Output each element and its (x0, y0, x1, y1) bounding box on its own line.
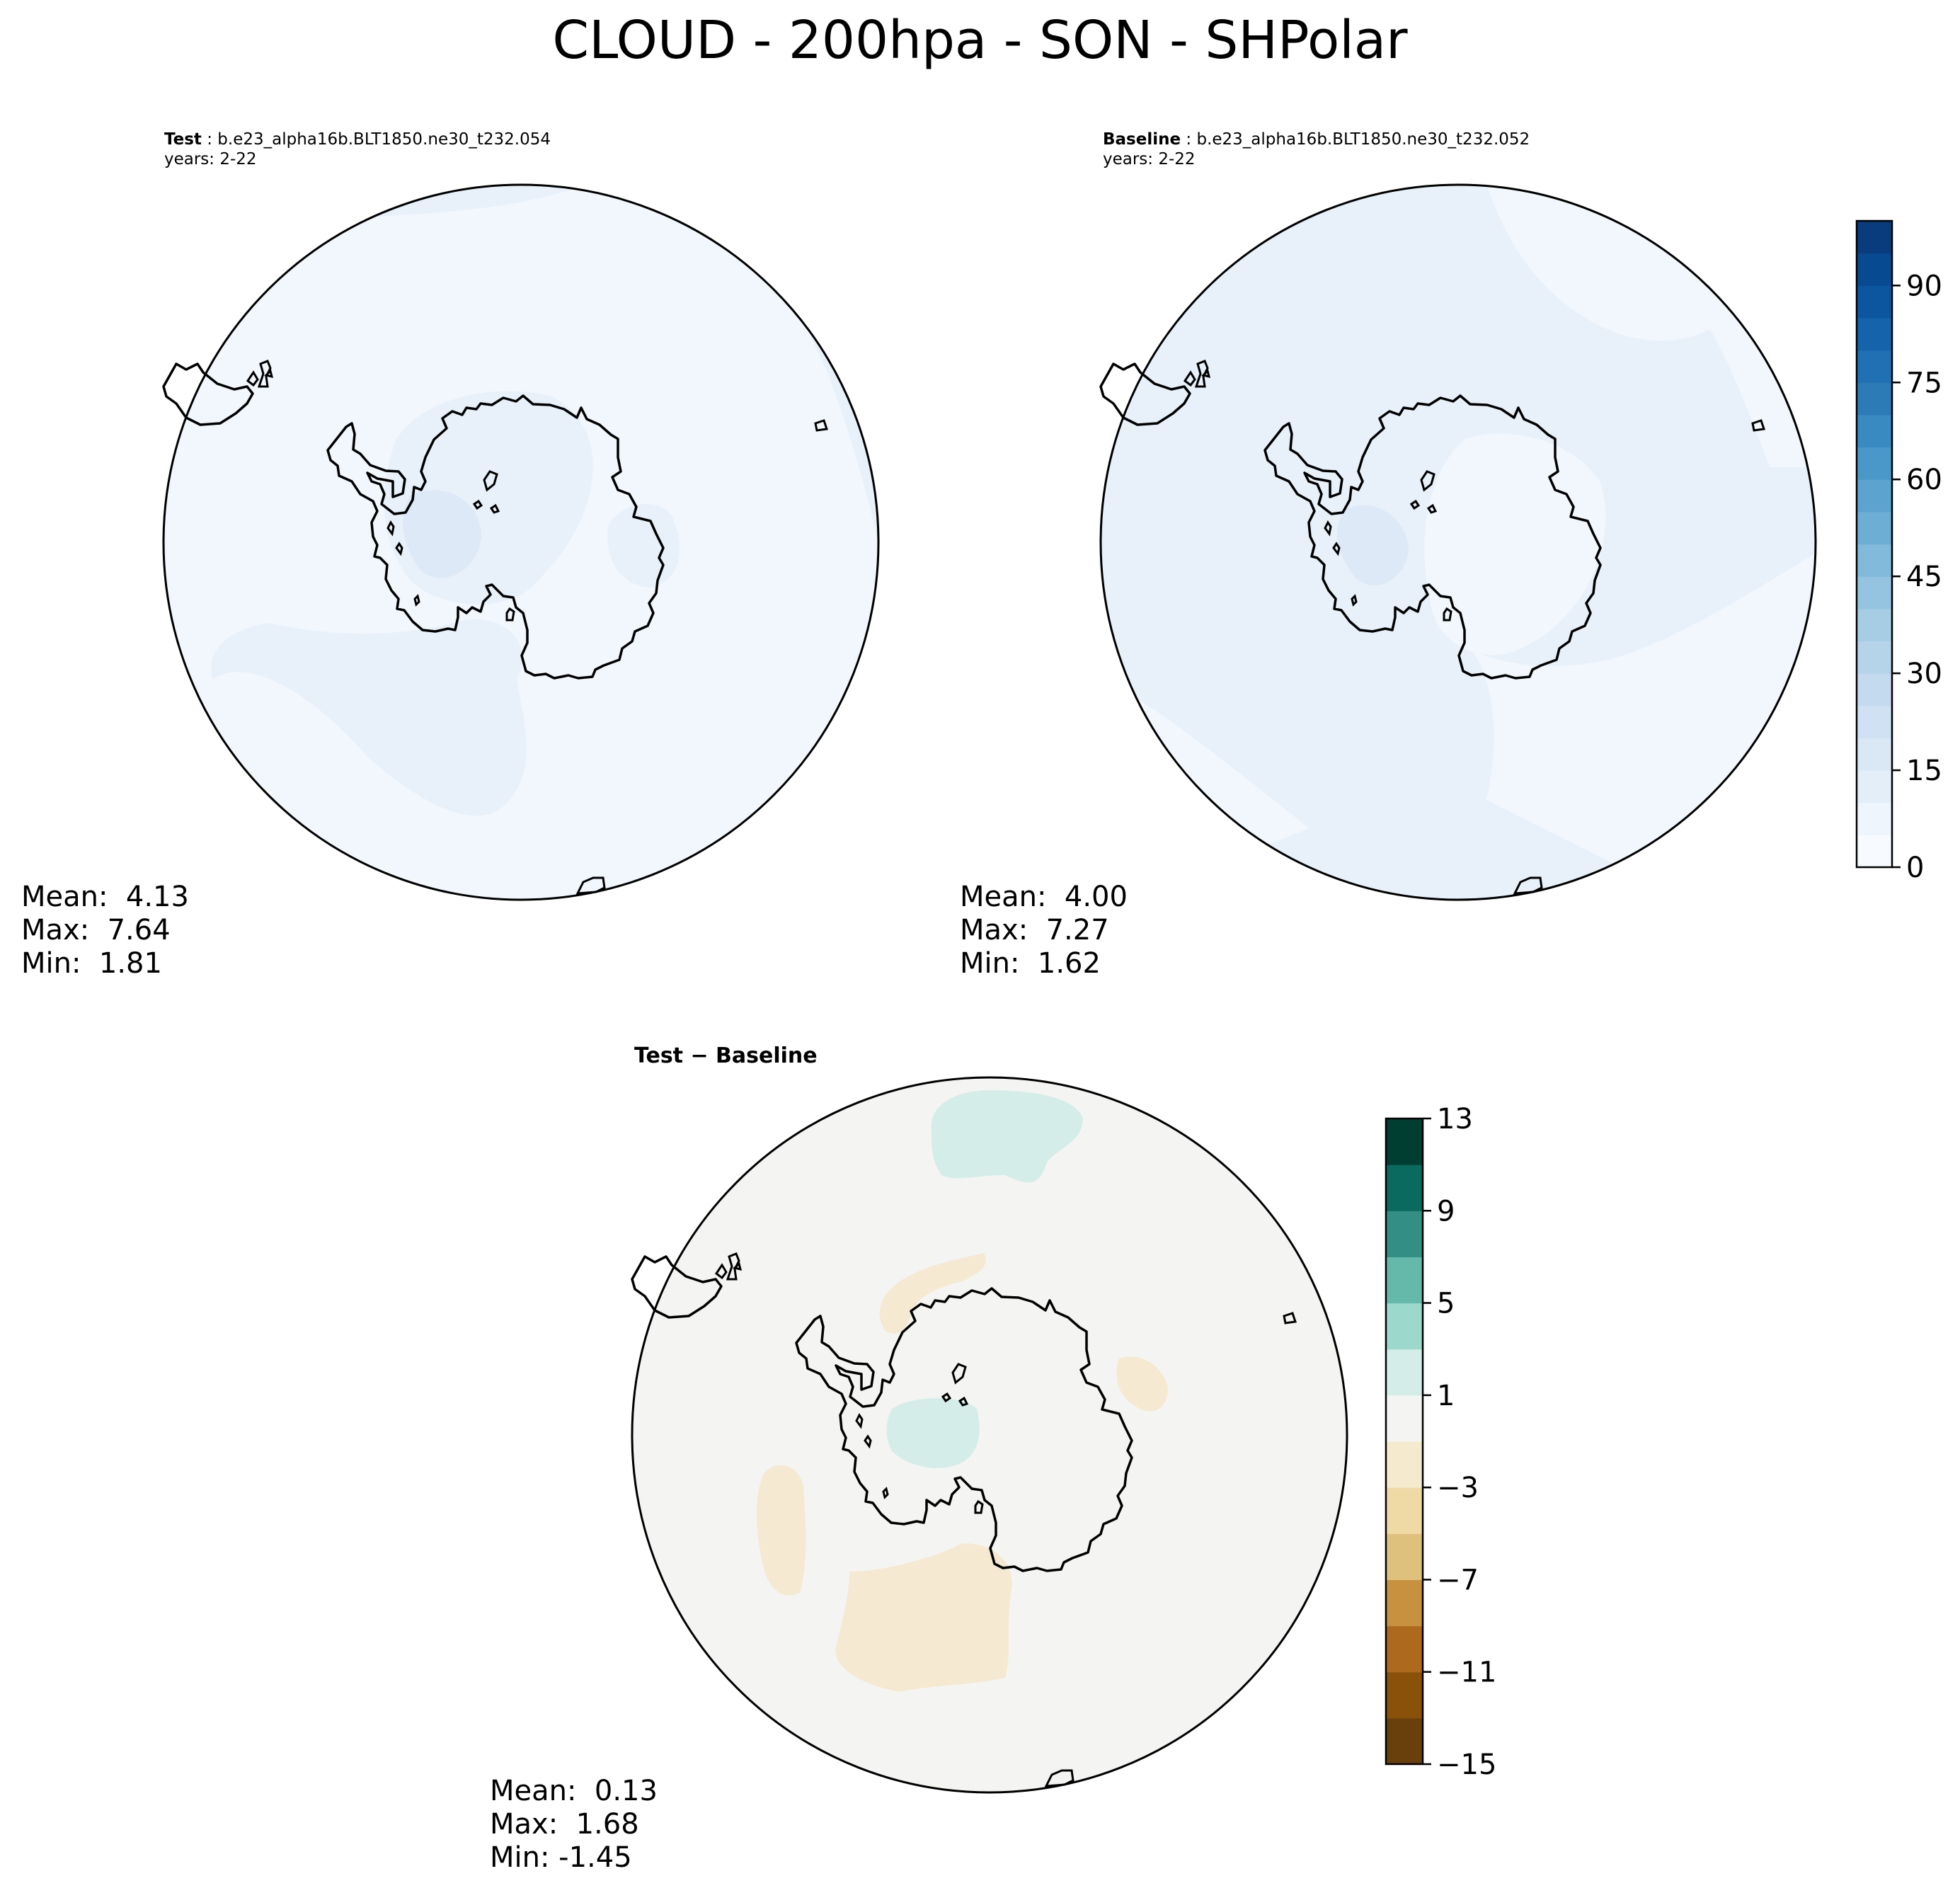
colorbar-segment (1386, 1119, 1423, 1165)
negative-anomaly (756, 1465, 806, 1596)
colorbar-tick-label: 0 (1906, 852, 1924, 884)
colorbar-frame (1855, 219, 1893, 869)
colorbar-segment (1857, 544, 1892, 577)
colorbar-tick-label: 90 (1906, 270, 1942, 302)
colorbar-segment (1386, 1303, 1423, 1350)
colorbar-segment (1857, 221, 1892, 254)
colorbar-segment (1857, 511, 1892, 545)
colorbar-segment (1386, 1579, 1423, 1627)
colorbar-tick-label: −3 (1437, 1472, 1479, 1504)
map-boundary (1099, 183, 1817, 901)
colorbar-segment (1857, 673, 1892, 706)
test-mean: Mean: 4.13 (21, 881, 189, 913)
test-min: Min: 1.81 (21, 947, 162, 980)
test-case-name: b.e23_alpha16b.BLT1850.ne30_t232.054 (217, 130, 551, 149)
difference-stats: Mean: 0.13 Max: 1.68 Min: -1.45 (490, 1775, 658, 1875)
negative-anomaly (879, 1253, 986, 1334)
negative-anomaly (1116, 1356, 1168, 1412)
colorbar-segment (1857, 705, 1892, 738)
colorbar-segment (1857, 350, 1892, 383)
positive-anomaly (886, 1398, 980, 1468)
map-boundary (162, 183, 880, 901)
map-field-mid (211, 619, 527, 816)
colorbar-segment (1857, 414, 1892, 448)
colorbar-tick-label: 5 (1437, 1288, 1455, 1320)
colorbar-segment (1386, 1625, 1423, 1673)
colorbar-frame (1385, 1117, 1424, 1766)
map-field-low (1472, 538, 1816, 871)
colorbar-segment (1386, 1165, 1423, 1211)
colorbar-segment (1857, 382, 1892, 416)
difference-colorbar: 13 9 5 1 −3 −7 −11 −15 (1385, 1103, 1496, 1781)
colorbar-tick-label: 15 (1906, 755, 1942, 787)
colorbar-segment (1857, 285, 1892, 319)
colorbar-segment (1386, 1533, 1423, 1581)
colorbar-segment (1857, 641, 1892, 674)
difference-panel-title: Test − Baseline (634, 1043, 818, 1068)
colorbar-segment (1386, 1349, 1423, 1396)
difference-map-panel (631, 1076, 1348, 1794)
colorbar-tick-label: −15 (1437, 1749, 1496, 1781)
baseline-map-panel (1099, 183, 1817, 901)
test-years: years: 2-22 (164, 150, 257, 168)
colorbar-segment (1857, 608, 1892, 642)
figure-title: CLOUD - 200hpa - SON - SHPolar (552, 10, 1408, 71)
baseline-mean: Mean: 4.00 (960, 881, 1128, 913)
test-panel-title: Test : b.e23_alpha16b.BLT1850.ne30_t232.… (164, 130, 551, 168)
colorbar-tick-label: 1 (1437, 1380, 1455, 1412)
difference-min: Min: -1.45 (490, 1841, 632, 1874)
colorbar-segment (1386, 1671, 1423, 1719)
negative-anomaly (835, 1543, 1012, 1692)
test-stats: Mean: 4.13 Max: 7.64 Min: 1.81 (21, 881, 189, 980)
colorbar-tick-label: 60 (1906, 464, 1942, 496)
colorbar-segment (1857, 317, 1892, 351)
colorbar-tick-label: 75 (1906, 367, 1942, 399)
colorbar-segment (1386, 1395, 1423, 1442)
colorbar-segment (1857, 576, 1892, 610)
baseline-years: years: 2-22 (1103, 150, 1196, 168)
difference-max: Max: 1.68 (490, 1808, 639, 1841)
baseline-max: Max: 7.27 (960, 914, 1109, 946)
baseline-panel-title: Baseline : b.e23_alpha16b.BLT1850.ne30_t… (1103, 130, 1530, 168)
test-map-panel (162, 183, 880, 901)
colorbar-segment (1386, 1257, 1423, 1304)
colorbar-segment (1386, 1441, 1423, 1488)
colorbar-segment (1386, 1487, 1423, 1534)
difference-mean: Mean: 0.13 (490, 1775, 658, 1807)
baseline-min: Min: 1.62 (960, 947, 1101, 980)
colorbar-segment (1857, 447, 1892, 480)
test-max: Max: 7.64 (21, 914, 171, 946)
baseline-case-name: b.e23_alpha16b.BLT1850.ne30_t232.052 (1196, 130, 1530, 149)
test-label: Test (164, 130, 202, 149)
colorbar-segment (1857, 802, 1892, 835)
main-colorbar: 0 15 30 45 60 75 90 (1855, 219, 1942, 884)
colorbar-segment (1386, 1211, 1423, 1258)
baseline-label: Baseline (1103, 130, 1181, 149)
positive-anomaly (931, 1090, 1083, 1183)
colorbar-segment (1386, 1717, 1423, 1765)
colorbar-tick-label: 30 (1906, 658, 1942, 690)
colorbar-tick-label: −7 (1437, 1564, 1479, 1596)
baseline-stats: Mean: 4.00 Max: 7.27 Min: 1.62 (960, 881, 1128, 980)
colorbar-segment (1857, 770, 1892, 803)
map-field-high (1337, 505, 1409, 585)
map-boundary (631, 1076, 1348, 1794)
colorbar-tick-label: 9 (1437, 1195, 1455, 1228)
colorbar-segment (1857, 253, 1892, 286)
map-field-high (403, 490, 481, 578)
colorbar-segment (1857, 479, 1892, 513)
map-field-low (1424, 433, 1606, 656)
colorbar-tick-label: 13 (1437, 1103, 1473, 1135)
colorbar-segment (1857, 738, 1892, 771)
colorbar-tick-label: −11 (1437, 1657, 1496, 1689)
colorbar-segment (1857, 835, 1892, 868)
colorbar-tick-label: 45 (1906, 561, 1942, 593)
